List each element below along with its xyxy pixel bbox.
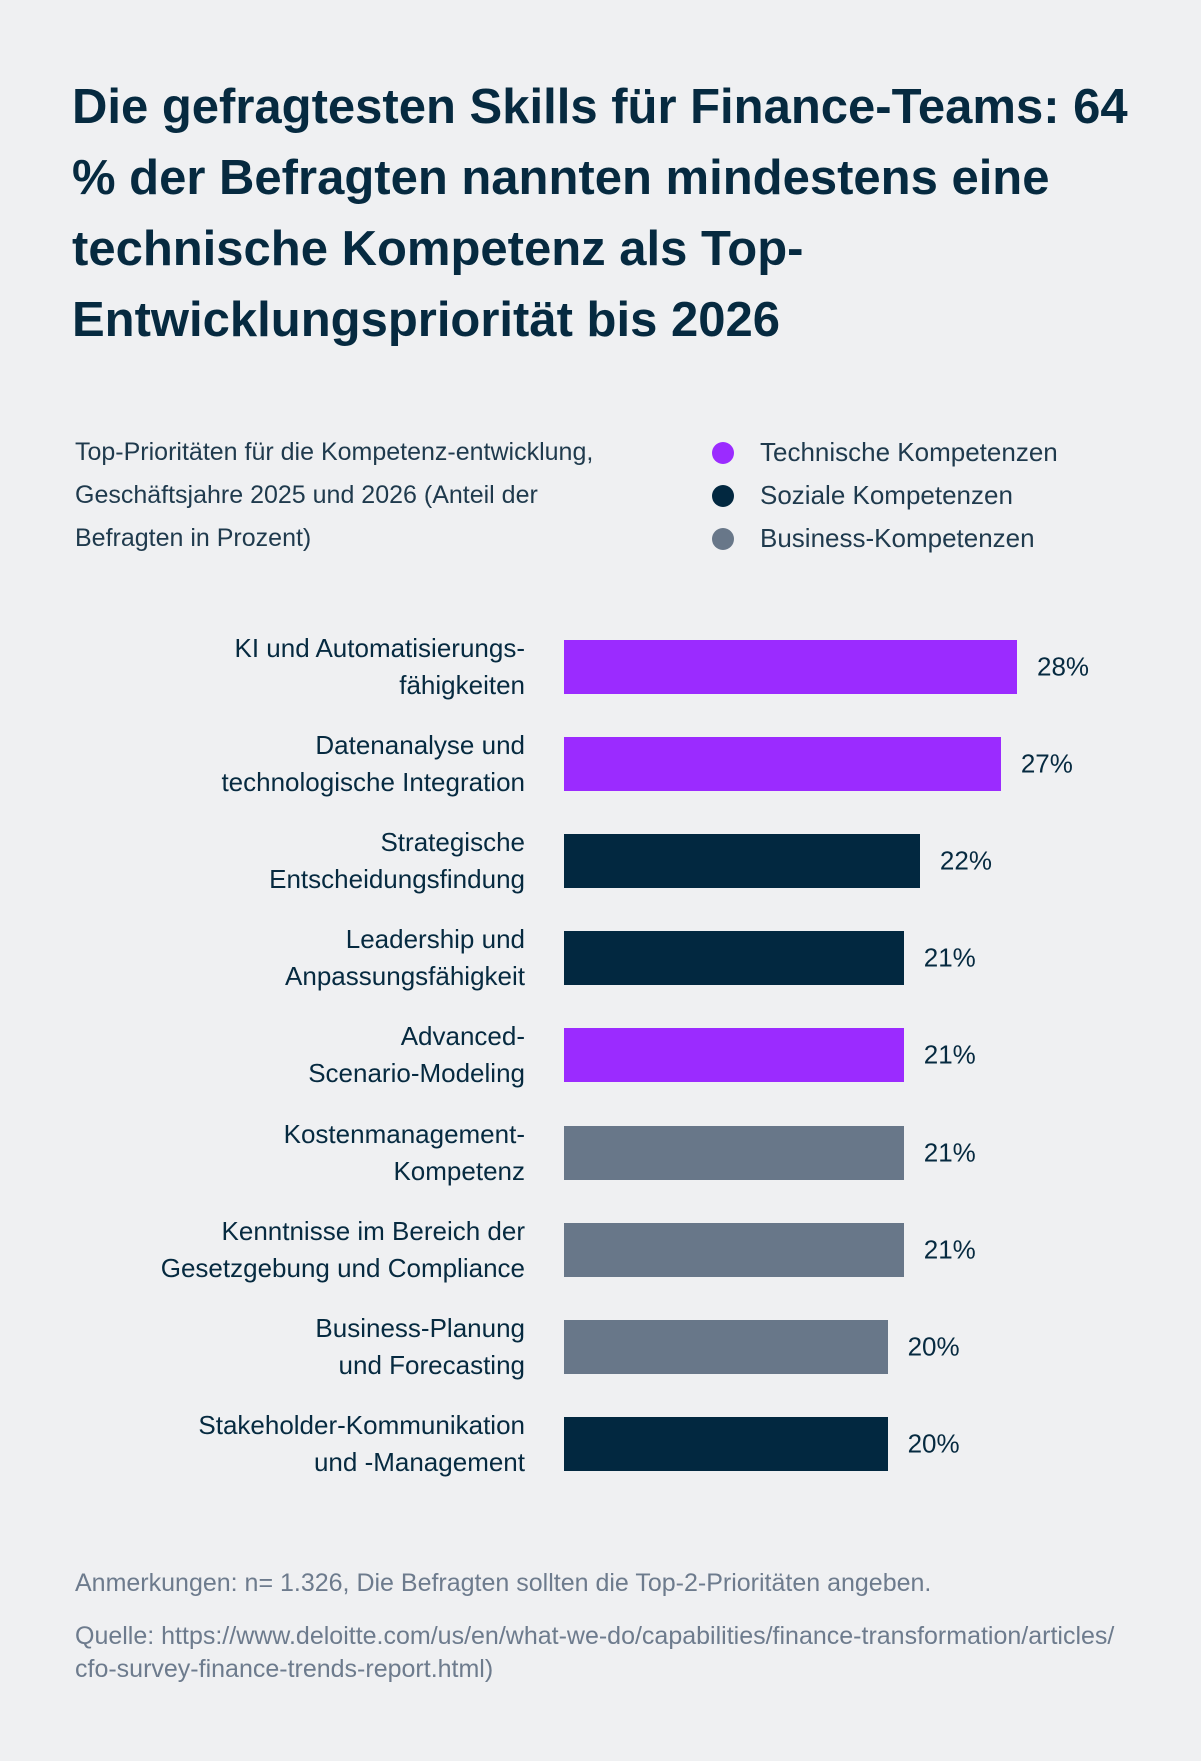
- category-label: Leadership und Anpassungsfähigkeit: [25, 921, 525, 995]
- category-label-line: Anpassungsfähigkeit: [285, 961, 525, 992]
- category-label: Kostenmanagement- Kompetenz: [25, 1116, 525, 1190]
- category-label-line: Entscheidungsfindung: [269, 864, 525, 895]
- category-label: KI und Automatisierungs-fähigkeiten: [25, 630, 526, 704]
- bar: [564, 737, 1001, 792]
- category-label: Business-Planung und Forecasting: [25, 1310, 525, 1384]
- legend-dot-icon: [712, 441, 734, 464]
- category-label-line: Datenanalyse und: [315, 730, 525, 761]
- category-label-line: Advanced-: [400, 1021, 525, 1052]
- category-label-line: Gesetzgebung und Compliance: [160, 1252, 525, 1283]
- legend-label: Business-Kompetenzen: [760, 523, 1035, 553]
- category-label: Strategische Entscheidungsfindung: [25, 824, 525, 898]
- value-label: 22%: [939, 845, 992, 876]
- legend-item: Soziale Kompetenzen: [712, 474, 1058, 517]
- category-label-line: KI und Automatisierungs-: [234, 633, 526, 663]
- value-label: 27%: [1020, 748, 1073, 779]
- value-label: 21%: [923, 1039, 976, 1070]
- category-label: Stakeholder-Kommunikation und -Management: [25, 1407, 525, 1481]
- footnote: Anmerkungen: n= 1.326, Die Befragten sol…: [75, 1569, 932, 1597]
- bar: [564, 640, 1017, 694]
- category-label-line: Kompetenz: [393, 1155, 525, 1186]
- bar: [564, 1416, 888, 1471]
- legend-label: Technische Kompetenzen: [760, 437, 1058, 467]
- legend-dot-icon: [712, 484, 734, 507]
- legend-label: Soziale Kompetenzen: [760, 480, 1013, 510]
- bar: [564, 1125, 904, 1180]
- category-label-line: Stakeholder-Kommunikation: [198, 1409, 525, 1440]
- bar: [564, 834, 920, 889]
- value-label: 20%: [907, 1331, 960, 1362]
- category-label-line: Strategische: [380, 827, 525, 858]
- legend-item: Business-Kompetenzen: [712, 517, 1058, 560]
- category-label-line: Kostenmanagement-: [283, 1118, 525, 1149]
- value-label: 21%: [923, 1137, 976, 1167]
- value-label: 28%: [1037, 651, 1090, 682]
- legend-dot-icon: [712, 527, 734, 550]
- value-label: 20%: [907, 1428, 960, 1459]
- chart-subtitle: Top-Prioritäten für die Kompetenz-entwic…: [75, 438, 594, 552]
- bar: [564, 1028, 904, 1083]
- category-label-line: und -Management: [313, 1446, 525, 1477]
- category-label-line: technologische Integration: [221, 767, 525, 798]
- bar: [564, 1222, 904, 1277]
- legend: Technische Kompetenzen Soziale Kompetenze…: [712, 431, 1058, 560]
- category-label-line: Leadership und: [345, 924, 525, 955]
- source-note: Quelle: https://www.deloitte.com/us/en/w…: [75, 1622, 1115, 1683]
- category-label: Datenanalyse und technologische Integrati…: [25, 727, 525, 801]
- bar: [564, 931, 904, 986]
- category-label-line: Kenntnisse im Bereich der: [221, 1215, 525, 1246]
- category-label-line: fähigkeiten: [399, 670, 525, 700]
- category-label-line: Scenario-Modeling: [308, 1058, 525, 1089]
- category-label-line: Business-Planung: [315, 1312, 525, 1343]
- category-label: Kenntnisse im Bereich der Gesetzgebung un…: [25, 1213, 525, 1287]
- chart-title: Die gefragtesten Skills für Finance-Team…: [72, 80, 1128, 347]
- value-label: 21%: [923, 1234, 976, 1265]
- bar: [564, 1319, 888, 1374]
- legend-item: Technische Kompetenzen: [712, 431, 1058, 474]
- value-label: 21%: [923, 942, 976, 973]
- category-label-line: und Forecasting: [338, 1349, 525, 1380]
- category-label: Advanced- Scenario-Modeling: [25, 1018, 525, 1092]
